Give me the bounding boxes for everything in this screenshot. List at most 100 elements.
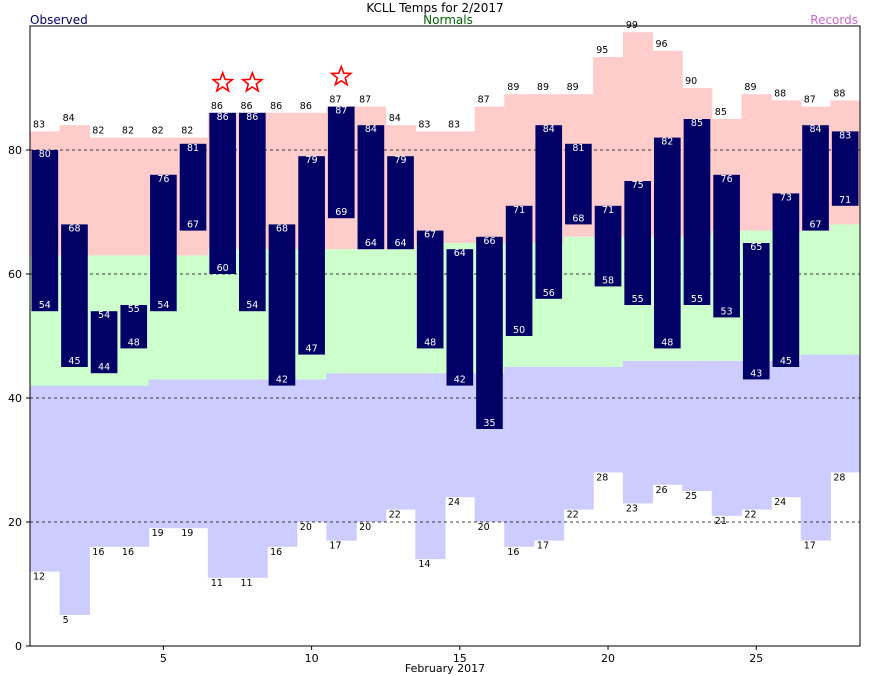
record-low-band [415,373,446,560]
observed-low-label: 69 [335,207,347,218]
observed-bar [535,125,563,299]
record-low-label: 28 [833,472,845,483]
normal-range-band [563,236,594,367]
y-tick-label: 80 [8,144,22,157]
x-tick-label: 20 [601,652,615,665]
record-low-label: 20 [359,522,371,533]
record-low-band [30,385,61,572]
observed-bar [594,205,622,287]
observed-high-label: 68 [68,223,80,234]
normal-range-band [178,255,209,380]
record-low-label: 5 [63,615,69,626]
record-high-label: 82 [122,126,134,137]
observed-bar [239,112,266,312]
record-low-band [800,354,831,541]
record-high-label: 86 [211,101,223,112]
observed-low-label: 54 [39,300,51,311]
observed-high-label: 76 [157,174,169,185]
record-high-label: 86 [241,101,253,112]
record-star-icon [329,64,353,87]
observed-high-label: 79 [394,155,406,166]
record-low-label: 16 [507,547,519,558]
record-high-label: 96 [656,39,668,50]
normal-range-band [356,249,387,374]
record-low-band [296,379,328,522]
record-low-label: 20 [478,522,490,533]
observed-bar [505,205,533,336]
record-low-label: 17 [537,541,549,552]
record-low-band [267,379,298,547]
record-low-label: 22 [567,510,579,521]
observed-bar [31,150,59,312]
record-star-icon [240,70,264,93]
observed-low-label: 54 [157,300,169,311]
observed-high-label: 64 [454,248,466,259]
observed-low-label: 48 [128,337,140,348]
observed-low-label: 42 [276,375,288,386]
observed-bar [565,143,592,225]
record-high-label: 88 [774,88,786,99]
observed-high-label: 83 [839,130,851,141]
observed-high-label: 68 [276,223,288,234]
record-low-label: 23 [626,503,638,514]
observed-bar [387,156,414,250]
record-low-band [445,373,476,498]
record-high-label: 82 [92,126,104,137]
observed-bar [654,137,681,349]
observed-low-label: 64 [394,238,406,249]
record-high-label: 83 [448,119,460,130]
record-high-band [741,94,772,231]
record-low-label: 17 [329,541,341,552]
observed-high-label: 65 [750,242,762,253]
observed-low-label: 54 [246,300,258,311]
record-high-label: 85 [715,107,727,118]
observed-low-label: 67 [187,220,199,231]
record-high-label: 87 [804,95,816,106]
record-high-band [118,137,150,256]
observed-low-label: 55 [691,294,703,305]
record-low-label: 16 [270,547,282,558]
observed-high-label: 54 [98,310,110,321]
x-tick-label: 5 [160,652,167,665]
record-high-label: 83 [33,119,45,130]
y-tick-label: 0 [15,640,22,653]
record-low-label: 14 [418,559,430,570]
observed-bar [476,236,503,429]
record-high-label: 88 [833,88,845,99]
observed-low-label: 45 [68,356,80,367]
y-tick-label: 40 [8,392,22,405]
observed-bar [831,131,859,206]
record-low-band [118,385,150,547]
chart-title: KCLL Temps for 2/2017 [366,1,503,15]
observed-high-label: 75 [632,180,644,191]
normal-range-band [830,224,861,355]
observed-low-label: 42 [454,375,466,386]
record-low-band [593,367,624,473]
record-low-band [771,360,802,498]
normal-range-band [800,230,831,355]
record-high-label: 86 [300,101,312,112]
record-high-label: 86 [270,101,282,112]
observed-high-label: 71 [513,205,525,216]
legend-observed: Observed [30,13,88,27]
record-low-label: 28 [596,472,608,483]
record-low-band [356,373,387,522]
observed-bar [624,181,651,305]
observed-high-label: 67 [424,230,436,241]
observed-high-label: 87 [335,106,347,117]
record-high-label: 82 [181,126,193,137]
record-low-label: 11 [241,578,253,589]
observed-low-label: 60 [217,263,229,274]
observed-low-label: 64 [365,238,377,249]
record-low-label: 19 [181,528,193,539]
observed-high-label: 81 [187,143,199,154]
plot-frame [29,25,861,647]
observed-bar [683,119,711,305]
record-low-band [178,379,209,529]
record-high-label: 87 [329,95,341,106]
x-tick-label: 25 [749,652,763,665]
observed-low-label: 50 [513,325,525,336]
record-low-band [237,379,268,578]
observed-high-label: 84 [809,124,821,135]
record-low-label: 22 [744,510,756,521]
